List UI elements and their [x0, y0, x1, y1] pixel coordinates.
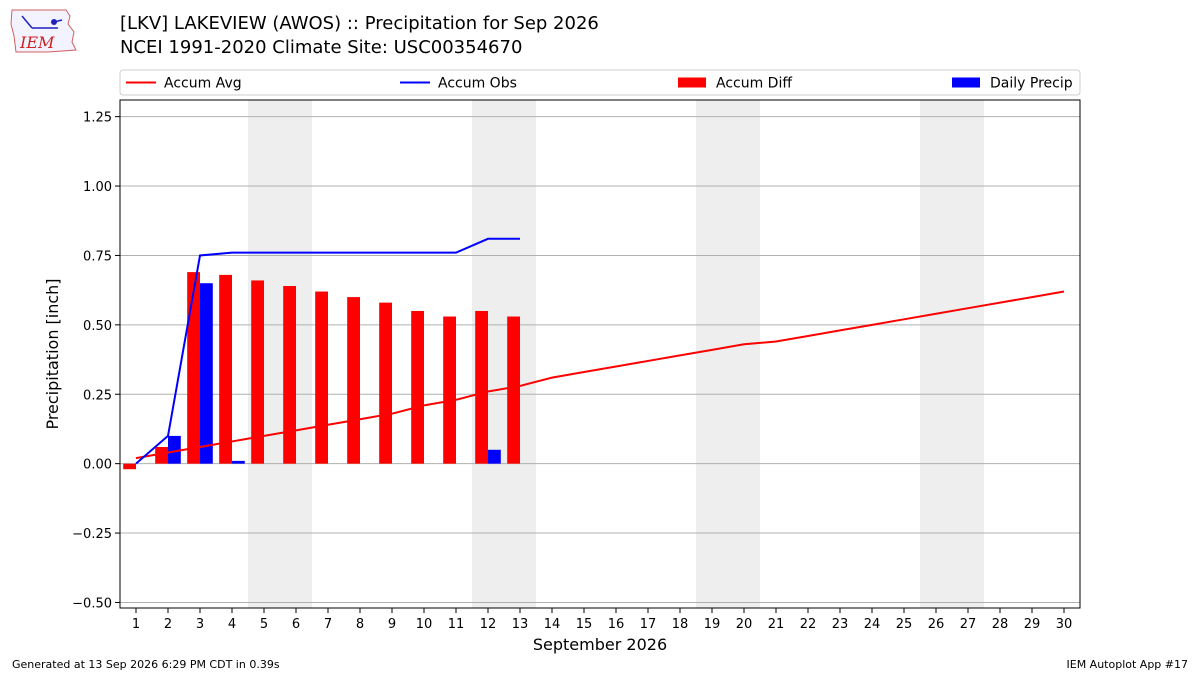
x-tick-label-22: 22 [800, 617, 817, 632]
accum-diff-bar-4 [219, 274, 232, 464]
x-tick-label-14: 14 [544, 617, 561, 632]
accum-diff-bar-6 [283, 285, 296, 464]
legend-label-accum-diff: Accum Diff [716, 76, 792, 92]
legend-swatch-daily-precip [952, 77, 980, 88]
legend-label-daily-precip: Daily Precip [990, 76, 1073, 92]
accum-diff-bar-12 [475, 310, 488, 464]
x-tick-label-6: 6 [292, 617, 300, 632]
weekend-shade-3 [920, 100, 984, 608]
accum-diff-bar-8 [347, 297, 360, 464]
y-tick-label-0: −0.50 [72, 596, 112, 611]
chart-subtitle: NCEI 1991-2020 Climate Site: USC00354670 [120, 37, 523, 58]
x-tick-label-29: 29 [1024, 617, 1041, 632]
iem-logo: IEM [8, 6, 80, 58]
x-tick-label-24: 24 [864, 617, 881, 632]
accum-diff-bar-11 [443, 316, 456, 464]
x-tick-label-7: 7 [324, 617, 332, 632]
legend-box [119, 69, 1081, 96]
x-tick-label-23: 23 [832, 617, 849, 632]
x-tick-label-19: 19 [704, 617, 721, 632]
weekend-shade-2 [696, 100, 760, 608]
x-tick-label-2: 2 [164, 617, 172, 632]
accum-diff-bar-3 [187, 272, 200, 464]
daily-precip-bar-2 [168, 435, 181, 464]
x-tick-label-1: 1 [132, 617, 140, 632]
iem-logo-text: IEM [19, 33, 55, 52]
x-tick-label-9: 9 [388, 617, 396, 632]
x-tick-label-20: 20 [736, 617, 753, 632]
x-tick-label-12: 12 [480, 617, 497, 632]
accum-diff-bar-10 [411, 310, 424, 464]
daily-precip-bar-12 [488, 449, 501, 464]
x-tick-label-8: 8 [356, 617, 364, 632]
legend-label-accum-obs: Accum Obs [438, 76, 517, 92]
x-tick-label-3: 3 [196, 617, 204, 632]
plot-frame [119, 99, 1081, 609]
legend-swatch-accum-diff [678, 77, 706, 88]
x-tick-label-13: 13 [512, 617, 529, 632]
chart-title: [LKV] LAKEVIEW (AWOS) :: Precipitation f… [120, 13, 599, 34]
x-tick-label-18: 18 [672, 617, 689, 632]
x-tick-label-11: 11 [448, 617, 465, 632]
x-tick-label-16: 16 [608, 617, 625, 632]
accum-diff-bar-1 [123, 463, 136, 470]
y-tick-label-7: 1.25 [83, 111, 112, 126]
y-tick-label-5: 0.75 [83, 249, 112, 264]
accum-diff-bar-5 [251, 280, 264, 464]
x-tick-label-15: 15 [576, 617, 593, 632]
legend-label-accum-avg: Accum Avg [164, 76, 242, 92]
accum-avg-line [135, 290, 1065, 460]
x-tick-label-10: 10 [416, 617, 433, 632]
accum-diff-bar-9 [379, 302, 392, 464]
y-tick-label-2: 0.00 [83, 458, 112, 473]
x-tick-label-28: 28 [992, 617, 1009, 632]
x-tick-label-27: 27 [960, 617, 977, 632]
y-tick-label-1: −0.25 [72, 527, 112, 542]
x-tick-label-26: 26 [928, 617, 945, 632]
accum-obs-line [135, 237, 520, 465]
x-tick-label-5: 5 [260, 617, 268, 632]
generated-footer: Generated at 13 Sep 2026 6:29 PM CDT in … [12, 658, 280, 671]
x-axis-label: September 2026 [533, 635, 667, 654]
accum-diff-bar-2 [155, 446, 168, 464]
app-footer: IEM Autoplot App #17 [1066, 658, 1189, 671]
y-tick-label-4: 0.50 [83, 319, 112, 334]
accum-diff-bar-13 [507, 316, 520, 464]
y-tick-label-3: 0.25 [83, 388, 112, 403]
x-tick-label-4: 4 [228, 617, 236, 632]
x-tick-label-21: 21 [768, 617, 785, 632]
y-tick-label-6: 1.00 [83, 180, 112, 195]
y-axis-label: Precipitation [inch] [43, 278, 62, 429]
daily-precip-bar-4 [232, 460, 245, 464]
x-tick-label-30: 30 [1056, 617, 1073, 632]
x-tick-label-25: 25 [896, 617, 913, 632]
daily-precip-bar-3 [200, 283, 213, 464]
x-tick-label-17: 17 [640, 617, 657, 632]
accum-diff-bar-7 [315, 291, 328, 464]
